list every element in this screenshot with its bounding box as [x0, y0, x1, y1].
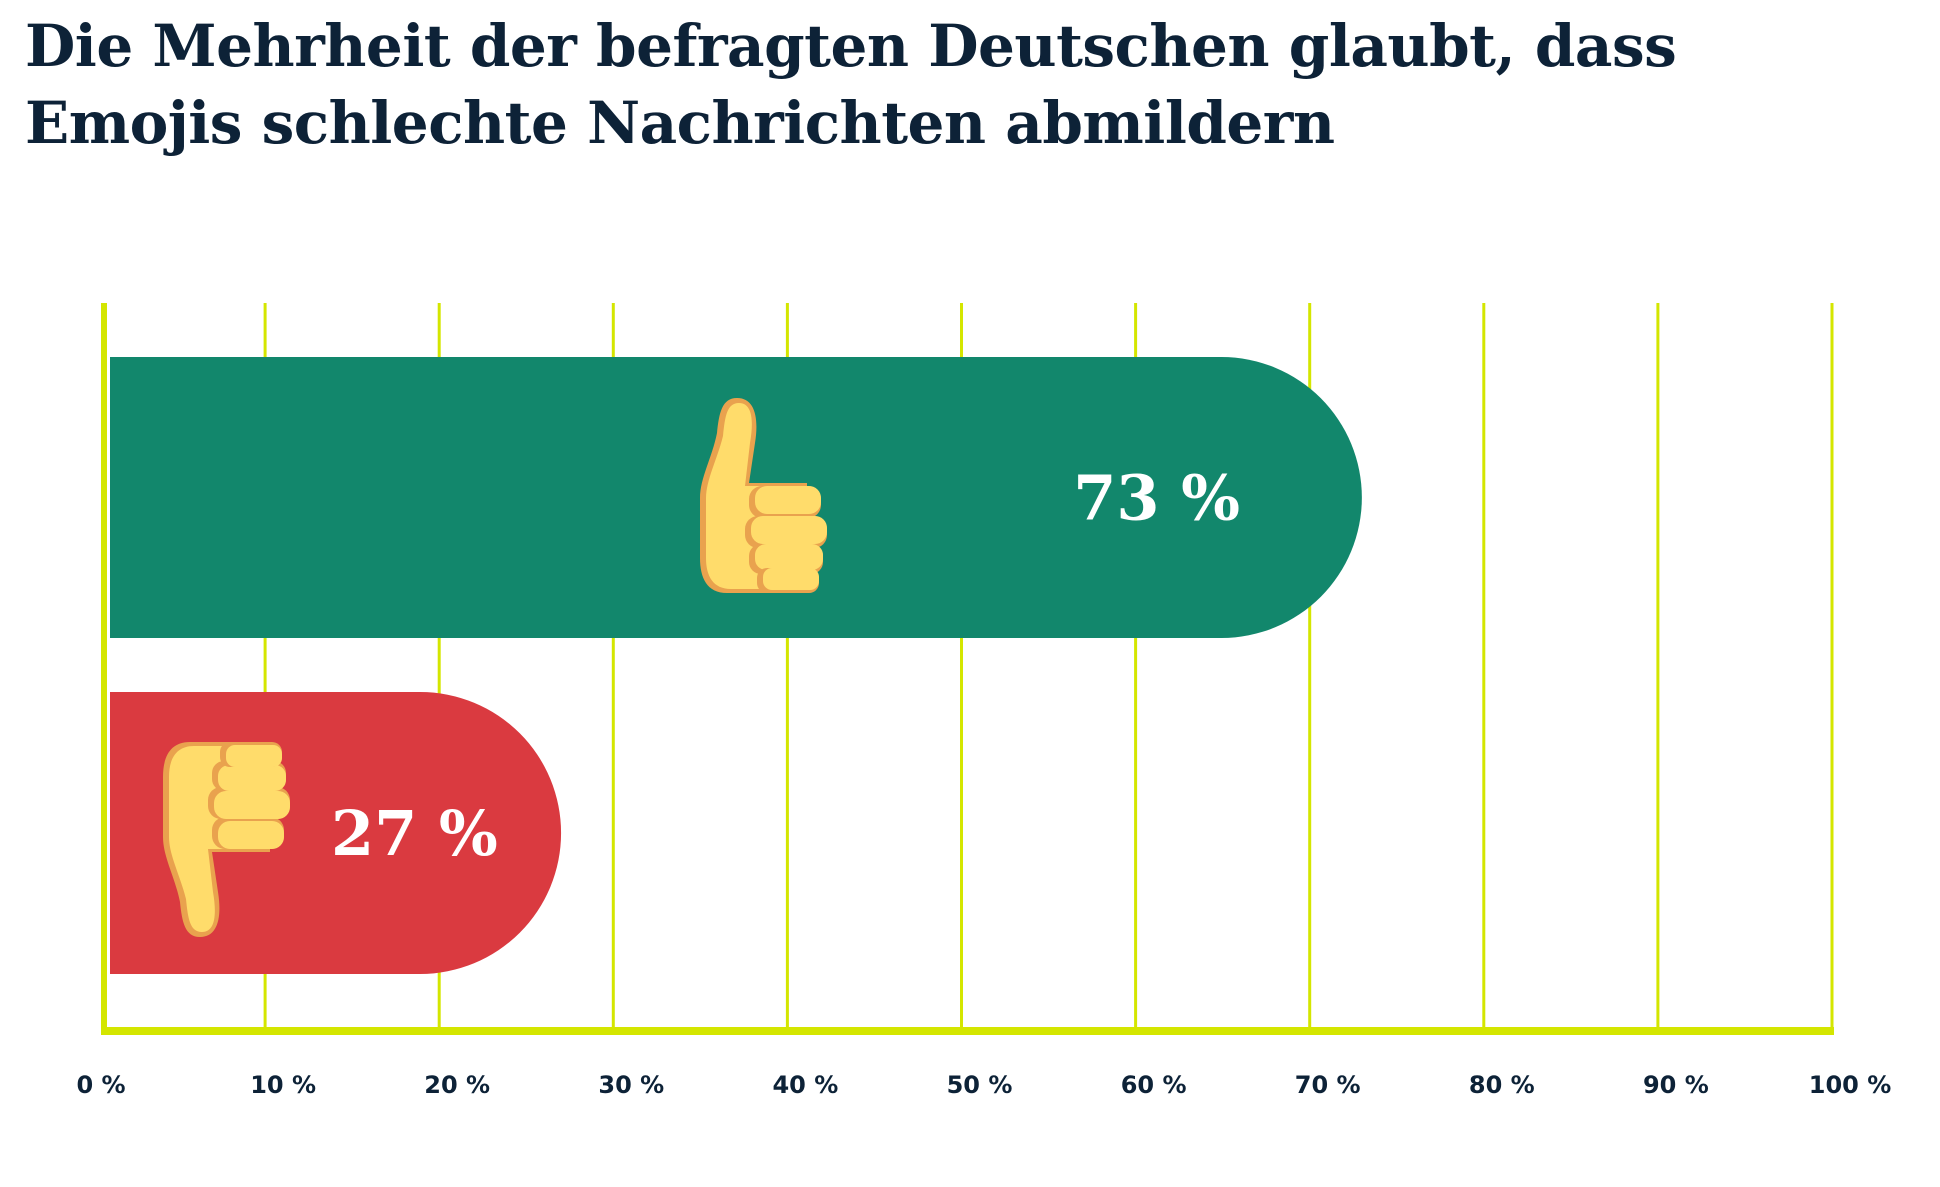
x-tick-label: 0 % — [76, 1071, 125, 1099]
x-tick-label: 90 % — [1643, 1071, 1709, 1099]
x-tick-label: 60 % — [1121, 1071, 1187, 1099]
x-tick-label: 50 % — [947, 1071, 1013, 1099]
x-tick-label: 70 % — [1295, 1071, 1361, 1099]
chart-title: Die Mehrheit der befragten Deutschen gla… — [25, 12, 1677, 157]
x-tick-label: 40 % — [772, 1071, 838, 1099]
value-label: 73 % — [1073, 462, 1240, 535]
value-label: 27 % — [331, 797, 498, 870]
x-tick-label: 80 % — [1469, 1071, 1535, 1099]
x-tick-label: 20 % — [424, 1071, 490, 1099]
x-tick-label: 10 % — [250, 1071, 316, 1099]
x-tick-label: 30 % — [598, 1071, 664, 1099]
x-axis-line — [101, 1027, 1834, 1035]
y-axis-line — [101, 303, 107, 1035]
x-tick-label: 100 % — [1809, 1071, 1892, 1099]
